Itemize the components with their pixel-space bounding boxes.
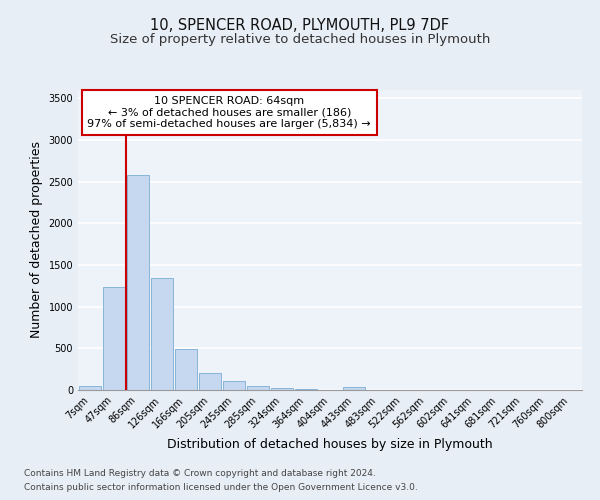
- Bar: [199, 374, 221, 390]
- Text: Contains HM Land Registry data © Crown copyright and database right 2024.: Contains HM Land Registry data © Crown c…: [24, 468, 376, 477]
- Bar: [343, 386, 365, 390]
- Text: Size of property relative to detached houses in Plymouth: Size of property relative to detached ho…: [110, 32, 490, 46]
- X-axis label: Distribution of detached houses by size in Plymouth: Distribution of detached houses by size …: [167, 438, 493, 451]
- Y-axis label: Number of detached properties: Number of detached properties: [30, 142, 43, 338]
- Bar: [295, 389, 317, 390]
- Bar: [127, 175, 149, 390]
- Text: 10, SPENCER ROAD, PLYMOUTH, PL9 7DF: 10, SPENCER ROAD, PLYMOUTH, PL9 7DF: [151, 18, 449, 32]
- Text: 10 SPENCER ROAD: 64sqm
← 3% of detached houses are smaller (186)
97% of semi-det: 10 SPENCER ROAD: 64sqm ← 3% of detached …: [88, 96, 371, 129]
- Bar: [247, 386, 269, 390]
- Bar: [271, 388, 293, 390]
- Text: Contains public sector information licensed under the Open Government Licence v3: Contains public sector information licen…: [24, 484, 418, 492]
- Bar: [151, 278, 173, 390]
- Bar: [103, 286, 125, 390]
- Bar: [223, 381, 245, 390]
- Bar: [175, 349, 197, 390]
- Bar: [79, 386, 101, 390]
